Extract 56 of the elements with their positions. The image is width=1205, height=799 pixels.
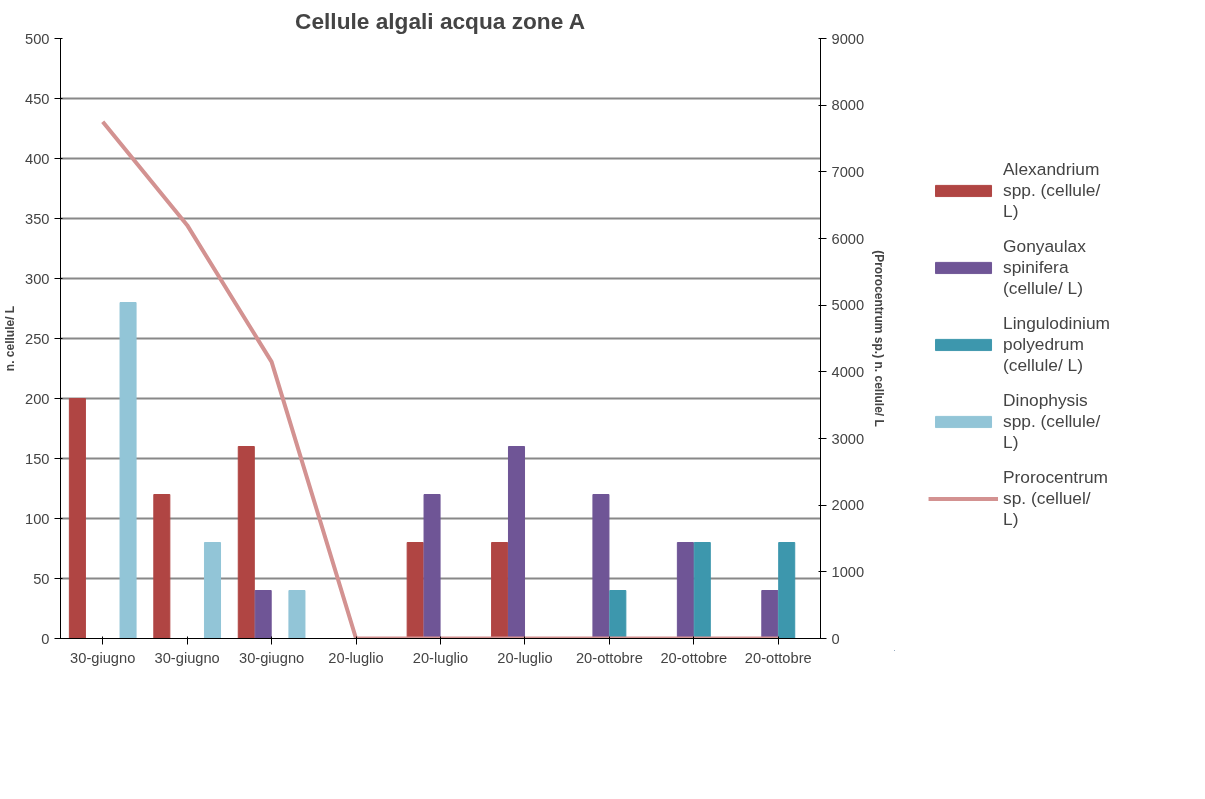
bar xyxy=(153,494,171,639)
bar xyxy=(423,494,441,639)
bar xyxy=(288,590,306,639)
y-tick-label: 200 xyxy=(25,390,50,407)
y-tick-label: 250 xyxy=(25,330,50,347)
chart-title: Cellule algali acqua zone A xyxy=(295,7,586,34)
bar xyxy=(237,446,255,639)
y2-tick-label: 0 xyxy=(831,630,840,647)
y-tick-label: 100 xyxy=(25,510,50,527)
y2-tick-label: 8000 xyxy=(831,97,865,114)
bar xyxy=(693,542,711,639)
x-tick-label: 20-luglio xyxy=(412,649,469,666)
legend-label: Dinophysis spp. (cellule/ L) xyxy=(1003,389,1101,453)
y-tick-label: 0 xyxy=(41,630,50,647)
legend-label: Prorocentrum sp. (celluel/ L) xyxy=(1003,466,1108,530)
legend-label: Alexandrium spp. (cellule/ L) xyxy=(1003,158,1101,222)
y-tick-label: 300 xyxy=(25,270,50,287)
x-tick-label: 20-ottobre xyxy=(744,649,812,666)
legend-label: Gonyaulax spinifera (cellule/ L) xyxy=(1003,235,1086,299)
x-tick-label: 30-giugno xyxy=(70,649,136,666)
y-axis-title: n. cellule/ L xyxy=(3,305,18,372)
legend-label: Lingulodinium polyedrum (cellule/ L) xyxy=(1003,312,1110,376)
x-tick-label: 20-ottobre xyxy=(575,649,643,666)
x-tick-label: 20-ottobre xyxy=(660,649,728,666)
y-tick-label: 500 xyxy=(25,30,50,47)
bar xyxy=(592,494,610,639)
y-tick-label: 400 xyxy=(25,150,50,167)
bar xyxy=(406,542,424,639)
bar xyxy=(507,446,526,639)
x-tick-label: 30-giugno xyxy=(239,649,305,666)
y2-tick-label: 2000 xyxy=(831,497,865,514)
bar xyxy=(254,590,272,639)
bar xyxy=(609,590,627,639)
bar xyxy=(761,590,779,639)
bar xyxy=(203,542,222,639)
y2-tick-label: 4000 xyxy=(831,363,865,380)
bar xyxy=(676,542,694,639)
x-tick-label: 30-giugno xyxy=(154,649,220,666)
y-tick-label: 350 xyxy=(25,210,50,227)
y-tick-label: 50 xyxy=(33,570,50,587)
bar xyxy=(778,542,796,639)
bar xyxy=(491,542,509,639)
y-tick-label: 150 xyxy=(25,450,50,467)
y2-tick-label: 7000 xyxy=(831,163,865,180)
y2-tick-label: 1000 xyxy=(831,563,865,580)
bar xyxy=(119,302,137,639)
y2-tick-label: 9000 xyxy=(831,30,865,47)
bar xyxy=(68,398,86,639)
x-tick-label: 20-luglio xyxy=(497,649,553,666)
y2-axis-title: (Prorocentrum sp.) n. cellule/ L xyxy=(872,250,887,427)
y2-tick-label: 6000 xyxy=(831,230,865,247)
line-series xyxy=(100,119,781,639)
x-tick-label: 20-luglio xyxy=(328,649,384,666)
y2-tick-label: 3000 xyxy=(831,430,865,447)
y2-tick-label: 5000 xyxy=(831,297,865,314)
y-tick-label: 450 xyxy=(25,90,50,107)
